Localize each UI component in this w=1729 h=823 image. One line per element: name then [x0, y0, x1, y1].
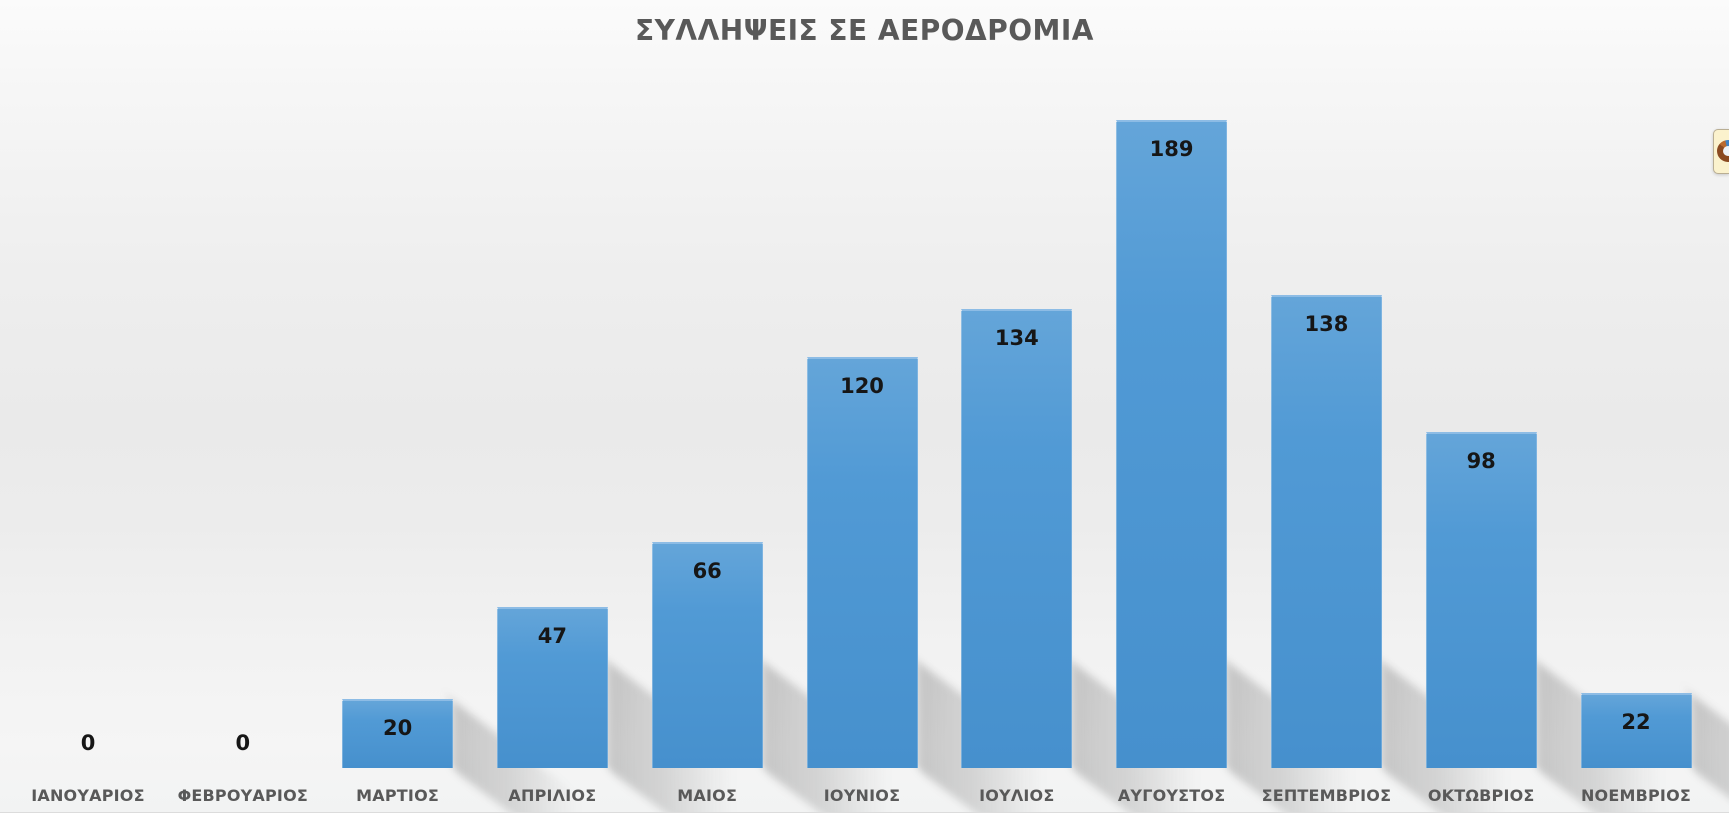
x-axis-label: ΙΑΝΟΥΑΡΙΟΣ: [31, 786, 145, 805]
bar[interactable]: 66: [651, 541, 763, 768]
bar-value-label: 20: [382, 716, 413, 741]
bar-value-label: 22: [1621, 709, 1651, 734]
x-axis-label: ΑΥΓΟΥΣΤΟΣ: [1117, 786, 1226, 805]
bar-value-label: 47: [537, 623, 567, 648]
chart-sphere-icon: [1717, 140, 1729, 162]
x-axis-label: ΦΕΒΡΟΥΑΡΙΟΣ: [177, 786, 309, 805]
x-axis-label: ΙΟΥΛΙΟΣ: [979, 786, 1055, 805]
bar-value-label: 134: [994, 325, 1039, 350]
bar-value-label: 0: [80, 731, 96, 755]
bar[interactable]: 134: [961, 308, 1073, 768]
x-axis-label: ΟΚΤΩΒΡΙΟΣ: [1427, 786, 1535, 805]
x-axis-label: ΙΟΥΝΙΟΣ: [823, 786, 901, 805]
x-axis-label: ΑΠΡΙΛΙΟΣ: [508, 786, 597, 805]
x-axis-label: ΝΟΕΜΒΡΙΟΣ: [1580, 786, 1692, 805]
x-axis-label: ΣΕΠΤΕΜΒΡΙΟΣ: [1261, 786, 1392, 805]
bar-value-label: 120: [840, 373, 884, 398]
bar-value-label: 189: [1149, 137, 1194, 161]
bar[interactable]: 189: [1116, 120, 1228, 768]
bar[interactable]: 138: [1270, 294, 1382, 768]
bar[interactable]: 120: [806, 356, 918, 768]
bar[interactable]: 20: [342, 699, 454, 768]
bar[interactable]: 22: [1580, 692, 1692, 768]
chart-title: ΣΥΛΛΗΨΕΙΣ ΣΕ ΑΕΡΟΔΡΟΜΙΑ: [635, 14, 1094, 47]
bar-value-label: 0: [235, 731, 251, 755]
bar-value-label: 138: [1304, 311, 1349, 336]
bar[interactable]: 98: [1425, 432, 1537, 768]
bar-value-label: 98: [1466, 449, 1496, 473]
x-axis-label: ΜΑΙΟΣ: [677, 786, 738, 805]
bar[interactable]: 47: [496, 606, 608, 768]
x-axis-label: ΜΑΡΤΙΟΣ: [356, 786, 440, 805]
bar-value-label: 66: [692, 558, 722, 583]
collapsed-side-button[interactable]: [1713, 129, 1729, 174]
